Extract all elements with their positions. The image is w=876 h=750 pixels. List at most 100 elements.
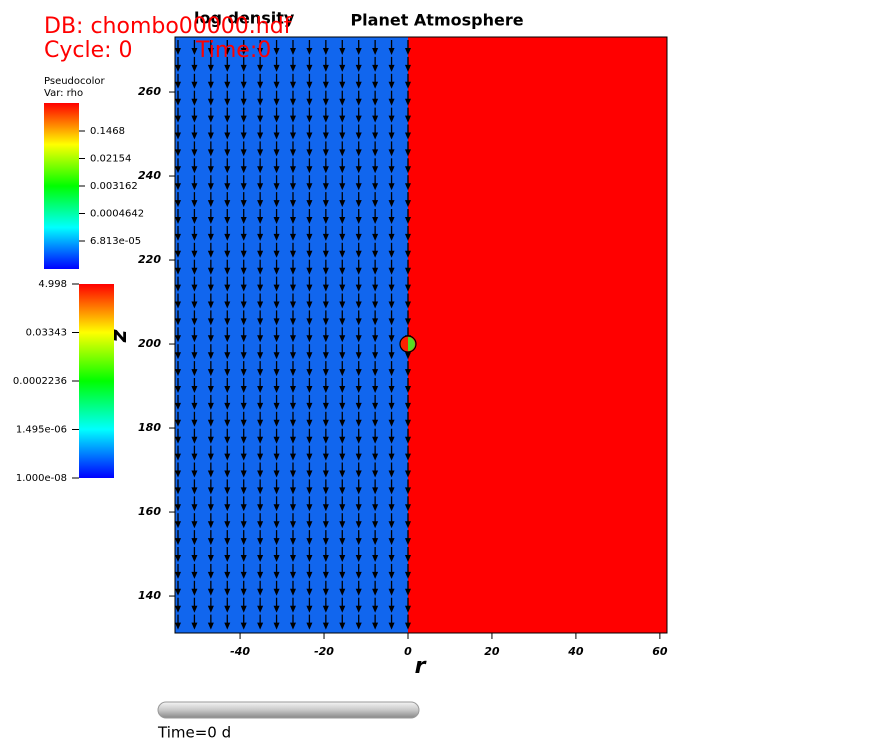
vector-head [322, 622, 329, 630]
vector-head [175, 267, 181, 275]
vector-head [257, 64, 264, 72]
vector-head [306, 250, 313, 258]
time-label: Time:0 [195, 38, 271, 63]
vector-head [339, 504, 346, 512]
y-axis-title: z [108, 329, 133, 343]
vector-head [372, 250, 379, 258]
vector-head [240, 538, 247, 546]
vector-head [175, 571, 181, 579]
vector-head [339, 48, 346, 55]
vector-head [339, 335, 346, 343]
vector-head [372, 267, 379, 275]
vector-head [322, 555, 329, 562]
vector-head [175, 538, 181, 546]
vector-head [191, 538, 198, 546]
vector-head [306, 98, 313, 106]
region-low [175, 37, 408, 633]
vector-head [339, 284, 346, 292]
vector-head [191, 166, 198, 174]
vector-head [207, 470, 214, 478]
vector-head [339, 64, 346, 72]
vector-head [355, 521, 362, 529]
vector-head [257, 81, 264, 89]
vector-head [191, 386, 198, 393]
vector-head [224, 453, 231, 461]
vector-head [191, 132, 198, 140]
vector-head [388, 588, 395, 596]
vector-head [289, 183, 296, 191]
vector-head [273, 48, 280, 55]
vector-head [388, 521, 395, 529]
vector-head [273, 588, 280, 596]
vector-head [404, 301, 411, 309]
vector-head [207, 436, 214, 444]
vector-head [404, 487, 411, 495]
vector-head [355, 369, 362, 377]
vector-head [175, 436, 181, 444]
legend-label: 0.02154 [90, 154, 131, 165]
legend-var: Var: rho [44, 88, 83, 99]
vector-head [339, 233, 346, 241]
vector-head [191, 487, 198, 495]
vector-head [257, 436, 264, 444]
legend-label: 0.0002236 [13, 376, 67, 387]
vector-head [339, 183, 346, 191]
vector-head [207, 352, 214, 360]
vector-head [273, 64, 280, 72]
vector-head [224, 487, 231, 495]
vector-head [240, 200, 247, 208]
vector-head [322, 115, 329, 123]
vector-head [207, 386, 214, 393]
vector-head [404, 284, 411, 292]
vector-head [372, 48, 379, 55]
vector-head [355, 470, 362, 478]
vector-head [175, 605, 181, 613]
x-tick-label: -20 [314, 645, 334, 658]
vector-head [175, 504, 181, 512]
vector-head [339, 538, 346, 546]
vector-head [207, 132, 214, 140]
vector-head [306, 149, 313, 157]
vector-head [289, 470, 296, 478]
vector-head [273, 81, 280, 89]
vector-head [339, 200, 346, 208]
vector-head [273, 555, 280, 562]
vector-head [388, 453, 395, 461]
vector-head [207, 64, 214, 72]
vector-head [273, 504, 280, 512]
vector-head [372, 217, 379, 224]
vector-head [273, 183, 280, 191]
vector-head [224, 335, 231, 343]
vector-head [388, 115, 395, 123]
vector-head [257, 571, 264, 579]
vector-head [322, 64, 329, 72]
vector-head [339, 81, 346, 89]
vector-head [240, 605, 247, 613]
vector-head [372, 98, 379, 106]
vector-head [388, 149, 395, 157]
vector-head [339, 555, 346, 562]
vector-head [207, 588, 214, 596]
vector-head [273, 352, 280, 360]
time-slider[interactable] [157, 701, 420, 719]
vector-head [404, 555, 411, 562]
vector-head [339, 98, 346, 106]
vector-head [224, 200, 231, 208]
vector-head [306, 622, 313, 630]
vector-head [240, 250, 247, 258]
vector-head [289, 402, 296, 410]
y-tick-label: 220 [138, 253, 161, 266]
vector-head [404, 453, 411, 461]
vector-head [388, 335, 395, 343]
vector-head [289, 301, 296, 309]
vector-head [289, 250, 296, 258]
vector-head [388, 81, 395, 89]
vector-head [273, 521, 280, 529]
vector-head [257, 301, 264, 309]
vector-head [257, 48, 264, 55]
vector-head [372, 571, 379, 579]
vector-head [372, 538, 379, 546]
vector-head [207, 555, 214, 562]
vector-head [306, 588, 313, 596]
vector-head [240, 588, 247, 596]
